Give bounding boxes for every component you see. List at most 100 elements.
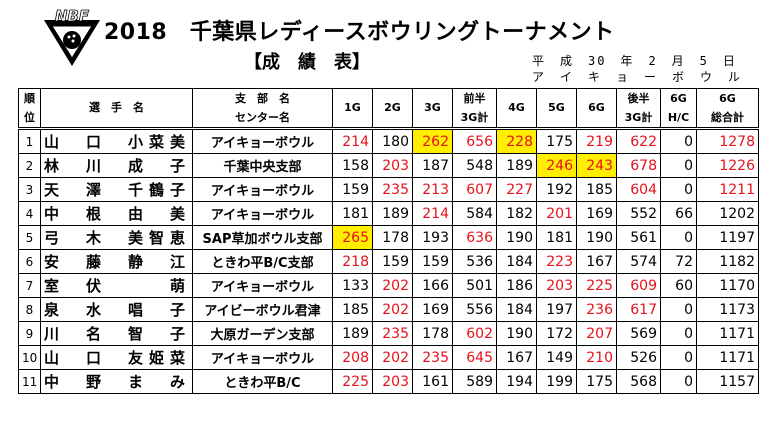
second-half-total-cell: 622 <box>616 128 661 154</box>
rank-cell: 5 <box>18 225 41 250</box>
first-half-total-cell: 584 <box>452 201 497 226</box>
grand-total-cell: 1211 <box>696 177 759 202</box>
game4-score-cell: 184 <box>496 297 537 322</box>
game2-score-cell: 235 <box>372 321 413 346</box>
branch-cell: 大原ガーデン支部 <box>192 321 333 346</box>
event-date: 平 成 30 年 2 月 5 日 <box>532 54 737 68</box>
first-half-total-cell: 501 <box>452 273 497 298</box>
game4-score-cell: 167 <box>496 345 537 370</box>
handicap-cell: 0 <box>660 297 697 322</box>
rank-cell: 10 <box>18 345 41 370</box>
col-g4: 4G <box>496 88 537 129</box>
first-half-total-cell: 536 <box>452 249 497 274</box>
game5-score-cell: 192 <box>536 177 577 202</box>
col-second-half-bottom: 3G計 <box>616 109 661 129</box>
game4-score-cell: 182 <box>496 201 537 226</box>
game3-score-cell: 161 <box>412 369 453 394</box>
player-name-cell: 中 野 ま み <box>40 369 193 394</box>
handicap-cell: 66 <box>660 201 697 226</box>
second-half-total-cell: 609 <box>616 273 661 298</box>
grand-total-cell: 1226 <box>696 153 759 178</box>
game1-score-cell: 189 <box>332 321 373 346</box>
game4-score-cell: 228 <box>496 128 537 154</box>
rank-cell: 9 <box>18 321 41 346</box>
nbf-logo: NBF <box>44 7 100 66</box>
branch-cell: 千葉中央支部 <box>192 153 333 178</box>
grand-total-cell: 1171 <box>696 321 759 346</box>
second-half-total-cell: 561 <box>616 225 661 250</box>
game5-score-cell: 199 <box>536 369 577 394</box>
table-row: 10 山 口 友姫菜 アイキョーボウル 208 202 235 645 167 149 210 52… <box>18 345 759 370</box>
game1-score-cell: 133 <box>332 273 373 298</box>
game3-score-cell: 178 <box>412 321 453 346</box>
game5-score-cell: 197 <box>536 297 577 322</box>
game5-score-cell: 175 <box>536 128 577 154</box>
game2-score-cell: 178 <box>372 225 413 250</box>
col-total-bottom: 総合計 <box>696 109 759 129</box>
game6-score-cell: 175 <box>576 369 617 394</box>
handicap-cell: 0 <box>660 177 697 202</box>
first-half-total-cell: 548 <box>452 153 497 178</box>
first-half-total-cell: 607 <box>452 177 497 202</box>
col-hc-top: 6G <box>660 88 697 109</box>
game1-score-cell: 159 <box>332 177 373 202</box>
first-half-total-cell: 636 <box>452 225 497 250</box>
branch-cell: アイキョーボウル <box>192 201 333 226</box>
col-branch-bottom: センター名 <box>192 109 333 129</box>
grand-total-cell: 1173 <box>696 297 759 322</box>
game3-score-cell: 169 <box>412 297 453 322</box>
branch-cell: アイビーボウル君津 <box>192 297 333 322</box>
col-rank-top: 順 <box>18 88 41 109</box>
handicap-cell: 0 <box>660 128 697 154</box>
game3-score-cell: 193 <box>412 225 453 250</box>
grand-total-cell: 1170 <box>696 273 759 298</box>
branch-cell: アイキョーボウル <box>192 177 333 202</box>
game6-score-cell: 185 <box>576 177 617 202</box>
player-name-cell: 川 名 智 子 <box>40 321 193 346</box>
game2-score-cell: 180 <box>372 128 413 154</box>
handicap-cell: 0 <box>660 345 697 370</box>
handicap-cell: 60 <box>660 273 697 298</box>
game6-score-cell: 210 <box>576 345 617 370</box>
game1-score-cell: 214 <box>332 128 373 154</box>
handicap-cell: 0 <box>660 153 697 178</box>
game3-score-cell: 187 <box>412 153 453 178</box>
game3-score-cell: 213 <box>412 177 453 202</box>
col-rank-bottom: 位 <box>18 109 41 129</box>
game2-score-cell: 203 <box>372 153 413 178</box>
game3-score-cell: 166 <box>412 273 453 298</box>
handicap-cell: 0 <box>660 225 697 250</box>
game6-score-cell: 236 <box>576 297 617 322</box>
grand-total-cell: 1171 <box>696 345 759 370</box>
handicap-cell: 0 <box>660 321 697 346</box>
game4-score-cell: 190 <box>496 321 537 346</box>
col-first-half-bottom: 3G計 <box>452 109 497 129</box>
col-g5: 5G <box>536 88 577 129</box>
rank-cell: 7 <box>18 273 41 298</box>
branch-cell: ときわ平B/C支部 <box>192 249 333 274</box>
rank-cell: 2 <box>18 153 41 178</box>
game6-score-cell: 225 <box>576 273 617 298</box>
game1-score-cell: 158 <box>332 153 373 178</box>
event-venue: ア イ キ ョ ー ボ ウ ル <box>532 70 743 84</box>
col-hc-bottom: H/C <box>660 109 697 129</box>
results-table: 順 選 手 名 支 部 名 1G 2G 3G 前半 4G 5G 6G 後半 6G… <box>18 88 759 394</box>
grand-total-cell: 1197 <box>696 225 759 250</box>
rank-cell: 6 <box>18 249 41 274</box>
first-half-total-cell: 556 <box>452 297 497 322</box>
game2-score-cell: 202 <box>372 345 413 370</box>
first-half-total-cell: 602 <box>452 321 497 346</box>
branch-cell: アイキョーボウル <box>192 345 333 370</box>
first-half-total-cell: 656 <box>452 128 497 154</box>
rank-cell: 4 <box>18 201 41 226</box>
second-half-total-cell: 569 <box>616 321 661 346</box>
game5-score-cell: 201 <box>536 201 577 226</box>
player-name-cell: 林 川 成 子 <box>40 153 193 178</box>
col-g1: 1G <box>332 88 373 129</box>
